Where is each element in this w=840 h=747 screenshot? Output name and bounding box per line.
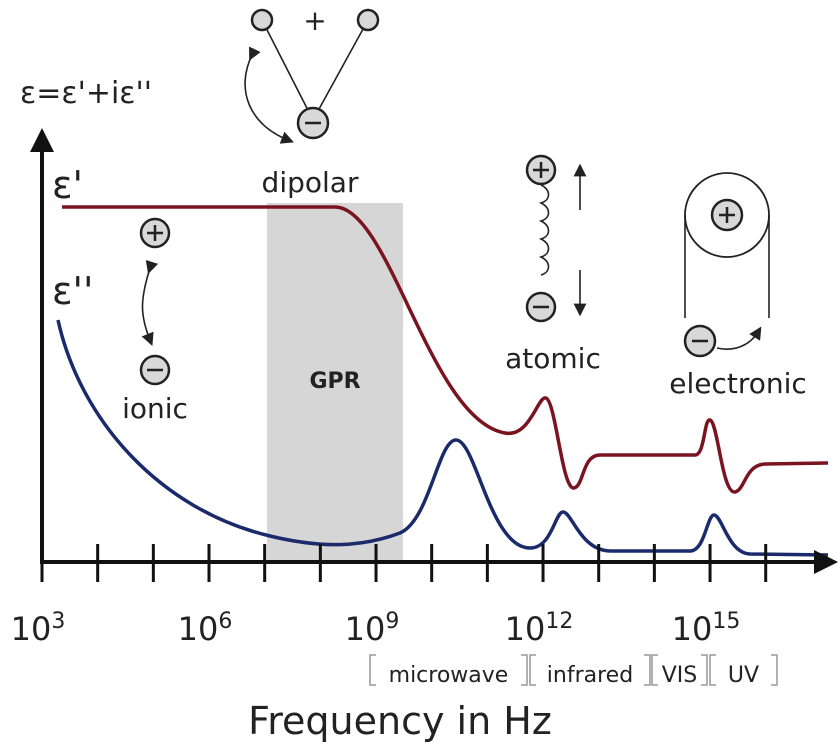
region-label: VIS	[662, 663, 698, 688]
region-bracket	[529, 654, 651, 686]
x-tick-label: 109	[345, 609, 400, 648]
region-label: microwave	[389, 663, 509, 688]
epsilon-real-curve	[62, 205, 829, 494]
real-label: ε'	[52, 163, 83, 207]
gpr-label: GPR	[309, 369, 360, 394]
tick-base: 10	[345, 610, 386, 648]
x-arrow	[814, 550, 838, 574]
imag-label: ε''	[52, 269, 93, 313]
x-axis-label: Frequency in Hz	[248, 699, 552, 743]
electronic-label: electronic	[669, 367, 807, 400]
region-label: UV	[728, 663, 759, 688]
region-bracket	[709, 654, 778, 686]
region-label: infrared	[547, 663, 633, 688]
epsilon-imag-curve	[56, 319, 829, 557]
dipolar-sign: +	[303, 4, 326, 37]
tick-exponent: 15	[712, 609, 740, 634]
atomic-label: atomic	[505, 342, 601, 375]
y-axis-label: ε=ε'+iε''	[20, 76, 152, 111]
tick-exponent: 9	[385, 609, 399, 634]
tick-base: 10	[11, 610, 52, 648]
tick-base: 10	[505, 610, 546, 648]
x-tick-label: 106	[178, 609, 233, 648]
x-tick-label: 103	[11, 609, 66, 648]
tick-base: 10	[672, 610, 713, 648]
y-arrow	[30, 128, 54, 152]
dipolar-label: dipolar	[262, 166, 359, 199]
tick-exponent: 12	[545, 609, 573, 634]
tick-base: 10	[178, 610, 219, 648]
ionic-label: ionic	[122, 392, 188, 425]
regions: microwave infrared VIS UV	[369, 654, 778, 688]
gpr-band	[267, 203, 403, 562]
tick-exponent: 6	[218, 609, 232, 634]
x-tick-labels: 103 106 109 1012 1015	[11, 609, 741, 648]
tick-exponent: 3	[51, 609, 65, 634]
region-bracket	[651, 654, 708, 686]
x-tick-label: 1015	[672, 609, 741, 648]
region-bracket	[369, 654, 528, 686]
tick-marks	[40, 544, 768, 582]
x-tick-label: 1012	[505, 609, 574, 648]
